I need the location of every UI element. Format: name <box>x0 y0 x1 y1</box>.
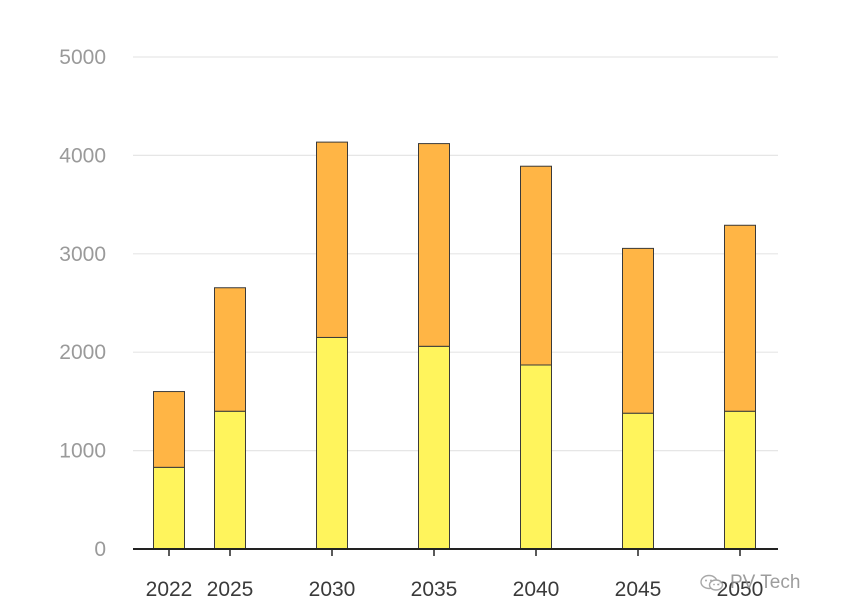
y-tick-label-1000: 1000 <box>59 440 106 463</box>
x-tick-label-2040: 2040 <box>513 578 560 601</box>
bar-2050-segment-2 <box>724 224 756 412</box>
bar-2035-segment-2 <box>418 143 450 347</box>
watermark: PV Tech <box>700 572 800 594</box>
y-tick-label-5000: 5000 <box>59 46 106 69</box>
bar-2025-segment-1 <box>214 410 246 550</box>
x-tick-label-2035: 2035 <box>411 578 458 601</box>
bar-2022-segment-2 <box>153 391 185 468</box>
bar-2040-segment-1 <box>520 364 552 550</box>
x-tick-label-2025: 2025 <box>207 578 254 601</box>
bar-2035-segment-1 <box>418 345 450 550</box>
wechat-icon <box>700 574 724 591</box>
bars <box>153 141 756 550</box>
x-tick-label-2050: 2050 <box>717 578 764 601</box>
axes <box>133 548 778 556</box>
bar-2030-segment-1 <box>316 336 348 550</box>
y-tick-label-2000: 2000 <box>59 341 106 364</box>
bar-2030-segment-2 <box>316 141 348 338</box>
x-tick-label-2022: 2022 <box>146 578 193 601</box>
watermark-text: PV Tech <box>730 572 801 593</box>
bar-2050-segment-1 <box>724 410 756 550</box>
bar-2045-segment-2 <box>622 247 654 414</box>
tick-labels: 0 1000 2000 3000 4000 5000 2022 2025 2030 2035 204… <box>59 46 763 601</box>
y-tick-label-4000: 4000 <box>59 144 106 167</box>
y-tick-label-3000: 3000 <box>59 243 106 266</box>
bar-2040-segment-2 <box>520 165 552 366</box>
bar-2045-segment-1 <box>622 412 654 550</box>
bar-2025-segment-2 <box>214 287 246 412</box>
x-tick-label-2030: 2030 <box>309 578 356 601</box>
x-tick-label-2045: 2045 <box>615 578 662 601</box>
y-tick-label-0: 0 <box>94 538 106 561</box>
bar-2022-segment-1 <box>153 466 185 550</box>
